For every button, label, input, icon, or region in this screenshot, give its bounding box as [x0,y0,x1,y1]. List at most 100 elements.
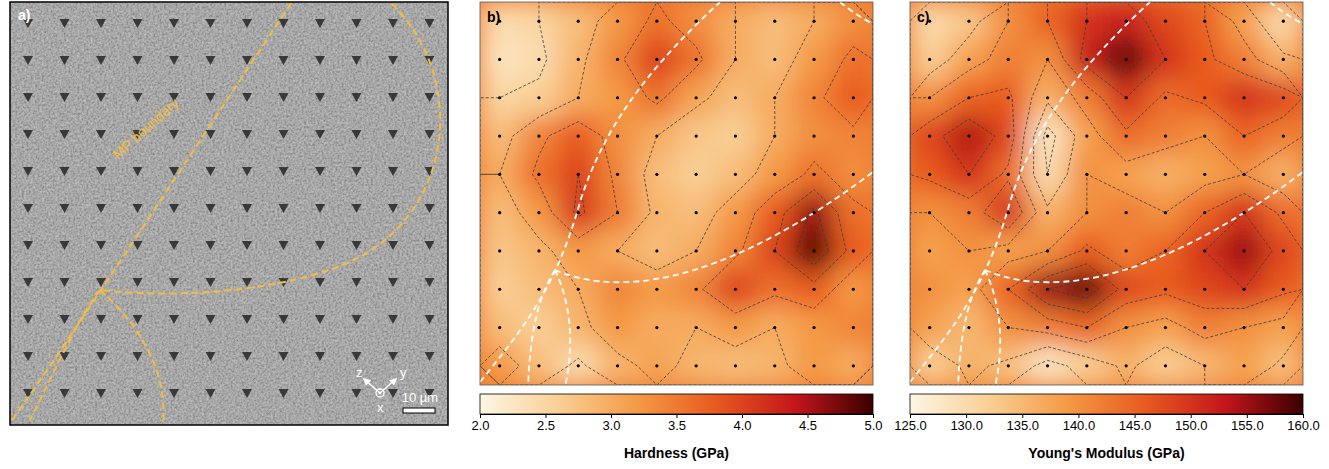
panel-frame [910,2,1303,385]
indent-point [498,96,501,99]
indent-point [734,173,737,176]
indent-point [695,288,698,291]
tick: 3.5 [668,414,686,433]
tick-label: 2.5 [537,418,555,433]
indent-point [1085,326,1088,329]
indent-point [1203,96,1206,99]
tick-label: 4.0 [733,418,751,433]
indent-point [928,288,931,291]
indent-point [655,173,658,176]
tick: 5.0 [864,414,882,433]
heatmap-cell [1067,346,1107,385]
indent-point [1164,249,1167,252]
indent-point [616,211,619,214]
indent-point [577,58,580,61]
indent-point [1282,288,1285,291]
indent-point [577,288,580,291]
panel-label: a) [18,7,30,23]
indent-point [812,173,815,176]
heatmap-cell [1027,155,1067,194]
indent-imprint [279,130,289,139]
heatmap-cell [988,116,1028,155]
heatmap-cell [1027,270,1067,309]
contour-line [574,174,846,282]
indent-point [928,58,931,61]
mp-boundary-line [840,2,873,24]
indent-imprint [23,93,33,102]
indent-point [577,20,580,23]
heatmap-cell [519,270,559,309]
indent-imprint [425,241,435,250]
tick: 2.5 [537,414,555,433]
indent-point [1242,364,1245,367]
indent-point [537,364,540,367]
heatmap-cell [949,40,989,79]
heatmap-cell [794,308,834,347]
heatmap-cell [833,155,873,194]
indent-imprint [352,315,362,324]
figure: MP boundarya)zyx10 µmb)2.02.53.03.54.04.… [0,0,1329,469]
heatmap-cell [1027,193,1067,232]
indent-point [1164,364,1167,367]
heatmap-cell [988,78,1028,117]
indent-point [1125,173,1128,176]
indent-imprint [242,241,252,250]
indent-point [1046,288,1049,291]
indent-point [695,58,698,61]
heatmap-cell [833,193,873,232]
axis-line [911,414,1304,415]
indent-point [1046,249,1049,252]
indent-point [1007,96,1010,99]
heatmap-cell [1145,2,1185,41]
indent-point [852,288,855,291]
indent-point [1007,134,1010,137]
indent-imprint [242,56,252,65]
indent-point [1125,288,1128,291]
indent-point [1046,58,1049,61]
indent-point [1164,96,1167,99]
indent-point [812,211,815,214]
heatmap-cell [1185,270,1225,309]
indent-point [1203,364,1206,367]
indent-point [1007,58,1010,61]
indent-point [537,134,540,137]
indent-point [967,288,970,291]
indent-point [1125,326,1128,329]
indent-imprint [279,56,289,65]
indent-point [1046,211,1049,214]
heatmap-cell [676,270,716,309]
indent-imprint [242,204,252,213]
indent-point [1085,173,1088,176]
tick: 150.0 [1175,414,1208,433]
indent-imprint [206,389,216,398]
heatmap-cell [1263,193,1303,232]
heatmap-cell [833,270,873,309]
heatmap-cell [676,40,716,79]
indent-point [967,364,970,367]
indent-point [1125,211,1128,214]
indent-point [967,326,970,329]
indent-point [695,173,698,176]
indent-imprint [315,241,325,250]
heatmap-cell [519,193,559,232]
indent-point [1085,58,1088,61]
annotation: MP boundary [109,95,181,162]
heatmap-cell [558,116,598,155]
indent-point [498,249,501,252]
heatmap-plot [910,2,1303,385]
indent-imprint [96,19,106,28]
indent-imprint [352,56,362,65]
indent-point [1085,249,1088,252]
indent-imprint [242,315,252,324]
heatmap-cell [558,231,598,270]
heatmap-cell [910,346,950,385]
indent-point [695,364,698,367]
indent-point [734,96,737,99]
indent-imprint [96,315,106,324]
heatmap-cell [480,2,520,41]
indent-point [1282,249,1285,252]
indent-point [498,58,501,61]
heatmap-cell [1224,78,1264,117]
indent-imprint [96,93,106,102]
indent-imprint [169,389,179,398]
